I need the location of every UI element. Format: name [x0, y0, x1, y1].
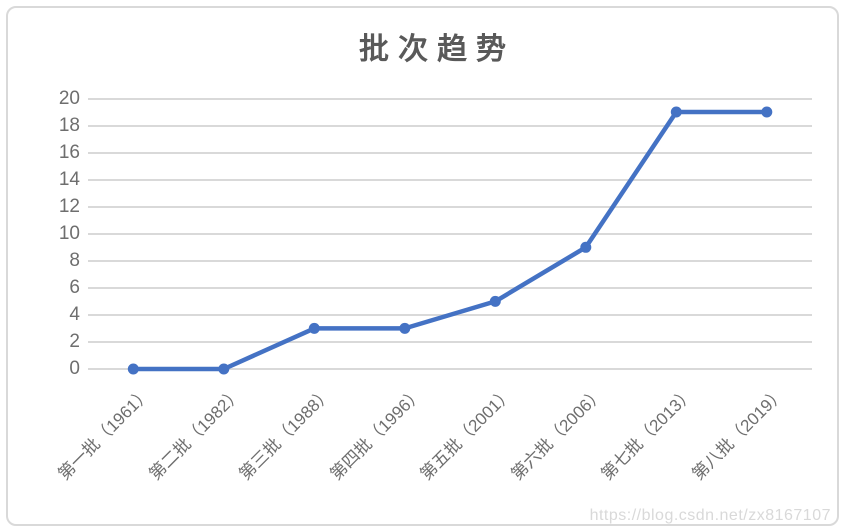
gridline-y-10	[88, 232, 812, 235]
data-point-marker	[218, 363, 230, 375]
y-axis-tick-label: 10	[58, 222, 80, 244]
y-axis-tick-label: 4	[69, 303, 80, 325]
y-axis-tick-label: 6	[69, 276, 80, 298]
gridline-y-20	[88, 97, 812, 100]
series-line	[131, 109, 770, 372]
chart-frame-border	[6, 6, 839, 526]
data-point-marker	[308, 322, 320, 334]
y-axis-tick-label: 18	[58, 114, 80, 136]
gridline-y-16	[88, 151, 812, 154]
gridline-y-6	[88, 286, 812, 289]
data-point-marker	[670, 106, 682, 118]
y-axis-tick-label: 0	[69, 358, 80, 379]
data-point-marker	[127, 363, 139, 375]
gridline-y-0	[88, 368, 812, 370]
gridline-y-2	[88, 340, 812, 343]
gridline-y-14	[88, 178, 812, 181]
gridline-y-8	[88, 259, 812, 262]
y-axis-tick-label: 20	[58, 87, 80, 109]
y-axis-tick-label: 16	[58, 141, 80, 163]
data-point-marker	[489, 295, 501, 307]
y-axis-tick-label: 8	[69, 249, 80, 271]
data-point-marker	[580, 241, 592, 253]
y-axis-tick-label: 14	[58, 168, 80, 190]
gridline-y-12	[88, 205, 812, 208]
y-axis-tick-label: 12	[58, 195, 80, 217]
data-point-marker	[761, 106, 773, 118]
gridline-y-18	[88, 124, 812, 127]
data-point-marker	[399, 322, 411, 334]
chart-title: 批次趋势	[359, 33, 515, 66]
watermark-url: https://blog.csdn.net/zx8167107	[589, 507, 831, 524]
y-axis-tick-label: 2	[69, 330, 80, 352]
